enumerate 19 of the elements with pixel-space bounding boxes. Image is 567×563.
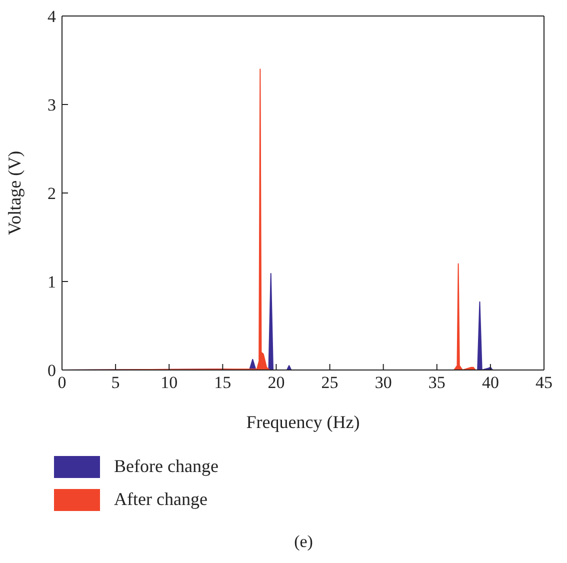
x-tick-label: 10 [160,373,178,392]
x-tick-label: 30 [374,373,392,392]
y-axis-title: Voltage (V) [4,150,24,236]
y-tick-label: 4 [48,7,56,26]
legend-label: After change [114,489,208,510]
x-tick-label: 20 [268,373,285,392]
x-tick-label: 15 [214,373,232,392]
x-axis-title: Frequency (Hz) [246,412,360,432]
y-tick-label: 2 [48,184,56,204]
x-tick-label: 35 [428,373,446,392]
x-tick-label: 45 [536,373,552,392]
text: (e) [293,532,314,552]
y-tick-label: 1 [48,272,56,292]
legend-label: Before change [114,456,218,477]
y-tick-label: 3 [48,96,56,115]
y-tick-label: 0 [48,361,56,380]
x-tick-label: 5 [111,373,120,392]
x-tick-label: 40 [482,373,499,392]
x-tick-label: 25 [321,373,338,392]
